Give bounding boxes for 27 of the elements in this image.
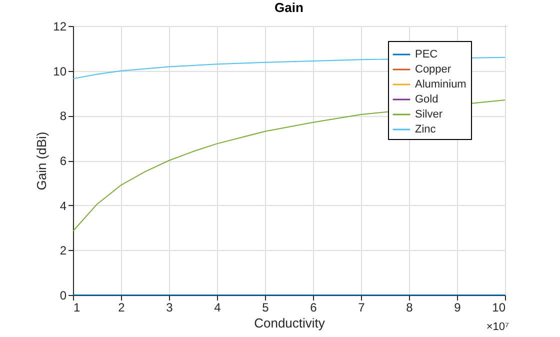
legend-label: Zinc (415, 124, 436, 136)
legend-label: Aluminium (415, 78, 466, 90)
y-tick-label: 0 (60, 288, 67, 302)
y-tick-label: 8 (60, 109, 67, 124)
x-tick-label: 5 (262, 300, 270, 314)
legend-label: PEC (415, 48, 438, 60)
y-tick-label: 2 (60, 244, 67, 258)
x-tick-label: 6 (310, 300, 318, 314)
legend-label: Gold (415, 94, 438, 106)
x-axis-title: Conductivity (254, 316, 326, 330)
x-tick-label: 7 (358, 300, 366, 314)
x-tick-label: 2 (118, 300, 126, 314)
x-tick-label: 9 (454, 300, 462, 314)
y-axis-title: Gain (dBi) (34, 132, 50, 190)
x-tick-label: 3 (166, 300, 174, 314)
y-tick-label: 10 (53, 64, 67, 78)
y-tick-label: 12 (53, 20, 67, 34)
legend-label: Copper (415, 64, 452, 76)
y-tick-label: 4 (60, 198, 67, 213)
legend-label: Silver (415, 108, 443, 120)
x-tick-label: 8 (406, 300, 414, 314)
x-tick-label: 1 (74, 300, 80, 314)
x-tick-label: 10 (492, 300, 506, 314)
x-tick-label: 4 (214, 300, 222, 314)
chart-title: Gain (274, 0, 304, 15)
text: ×10⁷ (486, 321, 510, 333)
y-tick-label: 6 (60, 154, 67, 168)
